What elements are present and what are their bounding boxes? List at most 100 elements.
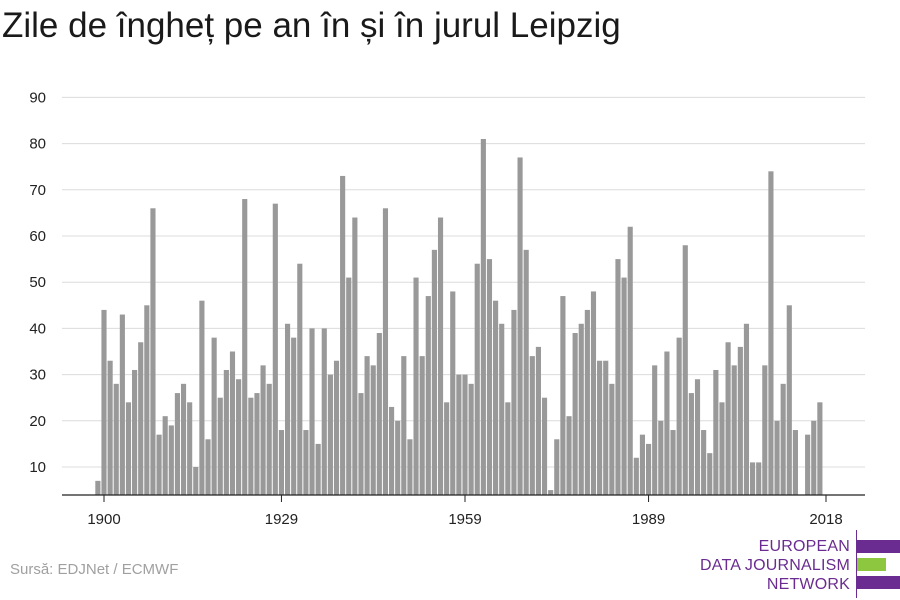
bar-1917 <box>205 439 211 495</box>
bar-1935 <box>315 443 321 495</box>
bar-1961 <box>474 263 480 495</box>
bar-1905 <box>132 369 138 495</box>
bar-1959 <box>462 374 468 495</box>
y-tick-label: 60 <box>29 228 46 245</box>
bar-1925 <box>254 393 260 495</box>
bar-1948 <box>395 420 401 495</box>
bar-2015 <box>805 434 811 495</box>
bar-1942 <box>358 393 364 495</box>
bar-1978 <box>578 323 584 495</box>
bar-1963 <box>486 259 493 495</box>
x-tick-label: 1959 <box>448 511 481 528</box>
bar-1950 <box>407 439 413 495</box>
bar-1968 <box>517 157 523 495</box>
x-axis-ticks: 1900 1929 1959 1989 2018 <box>87 495 843 528</box>
logo-divider <box>856 530 857 598</box>
bar-1911 <box>168 425 174 495</box>
bar-1919 <box>217 397 223 495</box>
bar-1994 <box>676 337 682 495</box>
bar-1909 <box>156 434 162 495</box>
y-tick-label: 80 <box>29 136 46 153</box>
bar-1943 <box>364 356 370 495</box>
bar-1916 <box>199 300 205 495</box>
bar-1944 <box>370 365 376 495</box>
bar-1977 <box>572 333 578 495</box>
bar-1970 <box>529 356 535 495</box>
bar-1918 <box>211 337 217 495</box>
bar-2013 <box>792 430 798 495</box>
y-tick-label: 30 <box>29 367 46 384</box>
bar-1982 <box>603 360 609 495</box>
bar-1971 <box>535 346 541 495</box>
x-tick-label: 1989 <box>632 511 665 528</box>
bar-1913 <box>180 383 187 495</box>
bar-1899 <box>95 480 101 495</box>
bar-1901 <box>107 360 113 495</box>
bar-1907 <box>144 305 150 495</box>
bar-2004 <box>737 346 743 495</box>
bar-1974 <box>554 439 560 495</box>
bar-2007 <box>756 462 762 495</box>
bar-1929 <box>278 430 285 495</box>
bar-1951 <box>413 277 419 495</box>
bar-1952 <box>419 356 425 495</box>
y-axis-tick-labels: 10 20 30 40 50 60 70 80 90 <box>29 89 46 476</box>
bar-1940 <box>346 277 352 495</box>
bar-1979 <box>584 309 590 495</box>
y-tick-label: 10 <box>29 459 46 476</box>
bar-1934 <box>309 328 315 495</box>
bar-2016 <box>811 420 817 495</box>
bar-1962 <box>480 138 486 496</box>
bar-1998 <box>701 430 707 495</box>
bar-1987 <box>633 457 639 495</box>
y-tick-label: 40 <box>29 320 46 337</box>
bar-1939 <box>340 175 346 495</box>
bar-2003 <box>731 365 737 495</box>
x-tick-label: 1900 <box>87 511 120 528</box>
bar-1928 <box>272 203 278 495</box>
bar-1904 <box>125 402 132 495</box>
logo-line-3: NETWORK <box>766 576 850 593</box>
bar-1914 <box>187 402 193 495</box>
bar-2011 <box>780 383 786 495</box>
bar-1960 <box>468 383 474 495</box>
bar-1992 <box>664 351 670 495</box>
bar-1936 <box>321 328 327 495</box>
bar-1923 <box>242 199 248 496</box>
bar-2000 <box>713 369 719 495</box>
bar-1967 <box>511 309 517 495</box>
bar-1984 <box>615 259 621 495</box>
edjnet-logo: EUROPEAN DATA JOURNALISM NETWORK <box>700 528 900 600</box>
bar-1976 <box>566 416 572 495</box>
bar-1983 <box>609 383 615 495</box>
bar-1921 <box>229 351 236 495</box>
bar-1995 <box>682 245 688 495</box>
logo-bar-green <box>857 558 886 571</box>
bar-1932 <box>297 263 303 495</box>
logo-line-1: EUROPEAN <box>758 538 850 555</box>
bar-1975 <box>560 296 566 495</box>
bar-1910 <box>162 416 168 495</box>
bars <box>95 138 823 496</box>
bar-1933 <box>303 430 309 495</box>
bar-1945 <box>376 333 382 495</box>
bar-1957 <box>450 291 456 495</box>
bar-2008 <box>762 365 768 495</box>
bar-1989 <box>645 443 652 495</box>
bar-1966 <box>505 402 511 495</box>
logo-line-2: DATA JOURNALISM <box>700 557 850 574</box>
bar-1906 <box>138 342 144 495</box>
bar-1920 <box>223 369 229 495</box>
logo-bar-purple-top <box>857 540 900 553</box>
bar-1985 <box>621 277 627 495</box>
bar-1926 <box>260 365 266 495</box>
bar-1949 <box>401 356 407 495</box>
bar-2009 <box>768 171 774 495</box>
bar-2010 <box>774 420 780 495</box>
x-tick-label: 1929 <box>265 511 298 528</box>
bar-1937 <box>327 374 333 495</box>
bar-1931 <box>291 337 297 495</box>
bar-1969 <box>523 249 529 495</box>
bar-1908 <box>150 208 156 495</box>
bar-1947 <box>389 406 395 495</box>
